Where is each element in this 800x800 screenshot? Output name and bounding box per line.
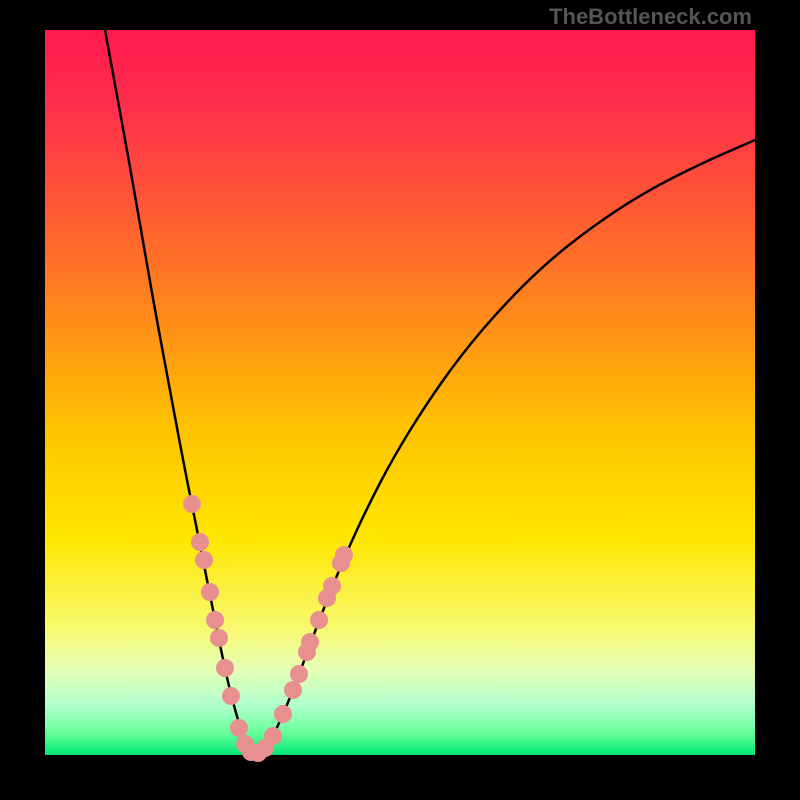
marker-dot <box>191 533 209 551</box>
marker-dot <box>201 583 219 601</box>
marker-dot <box>301 633 319 651</box>
marker-dot <box>323 577 341 595</box>
marker-dot <box>274 705 292 723</box>
marker-dot <box>284 681 302 699</box>
chart-root: TheBottleneck.com <box>0 0 800 800</box>
marker-group <box>183 495 353 762</box>
right-curve <box>255 140 755 754</box>
marker-dot <box>230 719 248 737</box>
marker-dot <box>183 495 201 513</box>
curve-overlay <box>0 0 800 800</box>
marker-dot <box>206 611 224 629</box>
marker-dot <box>310 611 328 629</box>
marker-dot <box>290 665 308 683</box>
marker-dot <box>195 551 213 569</box>
left-curve <box>105 30 255 754</box>
marker-dot <box>210 629 228 647</box>
marker-dot <box>264 727 282 745</box>
marker-dot <box>335 546 353 564</box>
marker-dot <box>216 659 234 677</box>
marker-dot <box>222 687 240 705</box>
watermark-text: TheBottleneck.com <box>549 4 752 30</box>
